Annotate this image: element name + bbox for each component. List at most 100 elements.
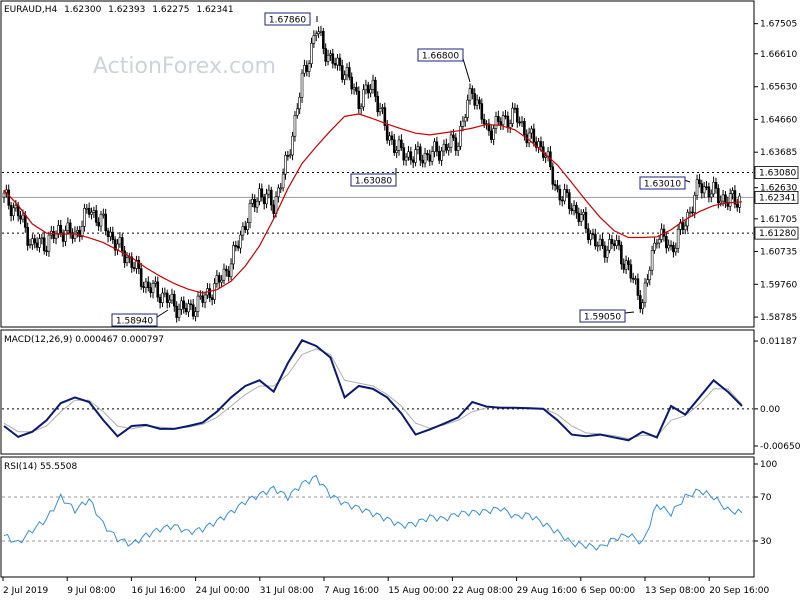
candle-body — [151, 283, 155, 293]
macd-signal-line — [3, 348, 743, 440]
candle-body — [653, 242, 656, 251]
candle-body — [532, 128, 536, 143]
rsi-plot — [2, 474, 753, 551]
candle-body — [357, 90, 361, 109]
candle-body — [366, 84, 370, 94]
price-tag-label: 1.62341 — [759, 193, 796, 203]
rsi-tick-label: 30 — [760, 537, 772, 547]
candle-body — [421, 159, 424, 164]
candle-body — [494, 116, 498, 129]
candle-body — [452, 134, 455, 139]
candle-body — [724, 194, 727, 203]
macd-title: MACD(12,26,9) 0.000467 0.000797 — [4, 335, 164, 345]
candle-body — [364, 84, 368, 91]
candle-body — [582, 211, 585, 215]
candle-body — [61, 232, 65, 242]
candle-body — [378, 108, 382, 113]
candle-body — [269, 189, 273, 206]
candle-body — [307, 63, 311, 72]
candle-body — [641, 302, 644, 310]
high-value: 1.62393 — [108, 5, 145, 15]
candle-body — [374, 79, 377, 97]
x-tick-label: 22 Aug 08:00 — [452, 586, 513, 596]
candle-body — [109, 231, 112, 238]
candle-body — [530, 128, 533, 134]
price-tag-box — [754, 166, 799, 179]
candle-body — [293, 115, 297, 137]
candle-body — [553, 184, 557, 187]
candle-body — [672, 245, 675, 253]
candle-body — [428, 154, 432, 162]
candle-body — [253, 199, 257, 208]
candle-body — [338, 57, 342, 66]
candle-body — [149, 287, 152, 293]
candle-body — [298, 96, 301, 110]
candle-body — [631, 277, 635, 280]
candle-body — [556, 185, 559, 190]
candle-body — [241, 226, 245, 236]
candle-body — [210, 297, 214, 300]
low-value: 1.62275 — [152, 5, 189, 15]
candle-body — [473, 93, 477, 106]
candle-body — [390, 135, 394, 141]
candle-body — [213, 283, 216, 300]
candle-body — [544, 155, 547, 158]
price-tick-label: 1.60735 — [760, 247, 797, 257]
candle-body — [227, 270, 231, 277]
candle-body — [463, 117, 467, 122]
candle-body — [201, 295, 204, 303]
candle-body — [222, 268, 226, 281]
candle-body — [471, 88, 474, 94]
price-tag-box — [754, 191, 799, 204]
candle-body — [184, 308, 188, 313]
candle-body — [688, 211, 692, 214]
candle-body — [229, 263, 233, 277]
candle-body — [445, 143, 448, 151]
candle-body — [267, 189, 271, 195]
candle-body — [333, 63, 337, 66]
candle-body — [362, 89, 365, 108]
candle-body — [196, 295, 200, 312]
candle-body — [586, 228, 590, 240]
candle-body — [643, 282, 647, 303]
candle-body — [709, 193, 713, 198]
candle-body — [208, 288, 212, 298]
annotation-label: 1.63010 — [644, 180, 681, 190]
candle-body — [340, 65, 344, 80]
candle-body — [123, 250, 126, 264]
candle-body — [433, 141, 436, 152]
candle-body — [175, 305, 178, 318]
candle-body — [657, 239, 661, 244]
candle-body — [40, 237, 44, 240]
candle-body — [634, 278, 637, 281]
candle-body — [459, 126, 462, 147]
candle-body — [437, 151, 441, 161]
candle-body — [324, 48, 327, 62]
candle-body — [513, 107, 517, 110]
candle-body — [506, 115, 510, 128]
annotation-box — [264, 12, 311, 26]
candle-body — [251, 199, 254, 204]
candle-body — [430, 151, 434, 162]
candle-body — [45, 250, 48, 253]
candle-body — [650, 250, 654, 271]
macd-plot — [2, 339, 753, 442]
candle-body — [23, 214, 27, 228]
candle-body — [102, 213, 105, 216]
candle-body — [392, 139, 396, 153]
x-tick-label: 7 Aug 16:00 — [324, 586, 379, 596]
candle-body — [66, 222, 70, 231]
candle-body — [570, 208, 573, 211]
candle-body — [68, 222, 72, 234]
candle-body — [735, 203, 739, 208]
candle-body — [220, 279, 223, 283]
macd-tick-label: 0.00 — [760, 405, 780, 415]
candle-body — [284, 155, 287, 175]
annotation-leader — [624, 311, 635, 314]
candle-body — [636, 278, 640, 296]
candle-body — [601, 238, 604, 247]
candle-body — [478, 99, 481, 104]
candle-body — [648, 269, 652, 281]
candle-body — [515, 107, 519, 123]
candle-body — [118, 237, 122, 245]
